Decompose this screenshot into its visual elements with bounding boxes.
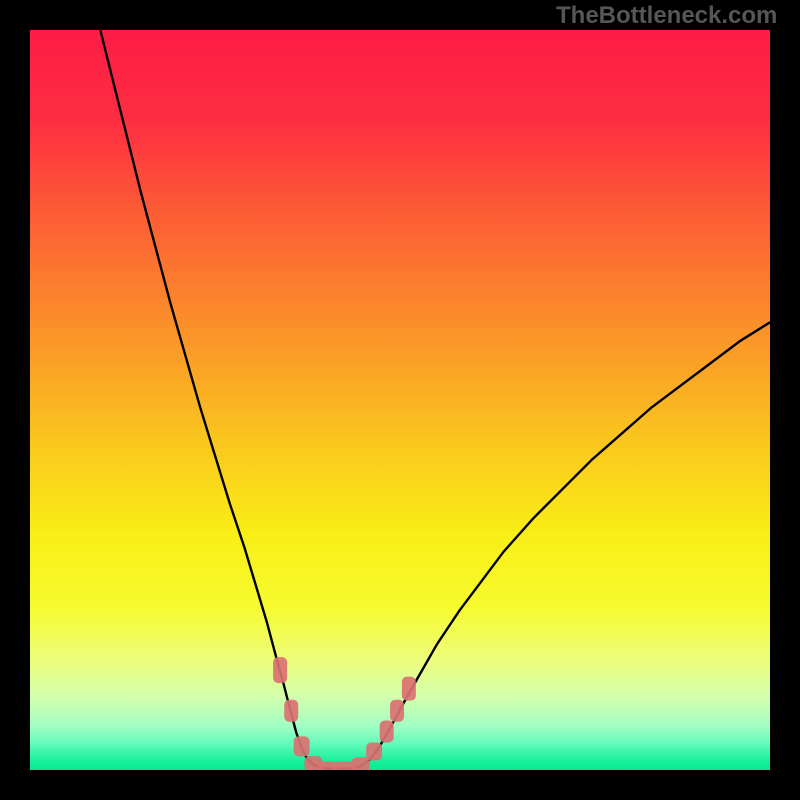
chart-plot <box>30 30 770 770</box>
marker-point <box>366 743 382 761</box>
marker-point <box>390 700 404 722</box>
chart-background <box>30 30 770 770</box>
marker-point <box>294 736 310 756</box>
watermark-text: TheBottleneck.com <box>556 2 777 30</box>
marker-point <box>284 700 298 722</box>
marker-point <box>273 657 287 683</box>
marker-point <box>380 721 394 743</box>
marker-point <box>402 677 416 701</box>
marker-point <box>352 757 370 770</box>
